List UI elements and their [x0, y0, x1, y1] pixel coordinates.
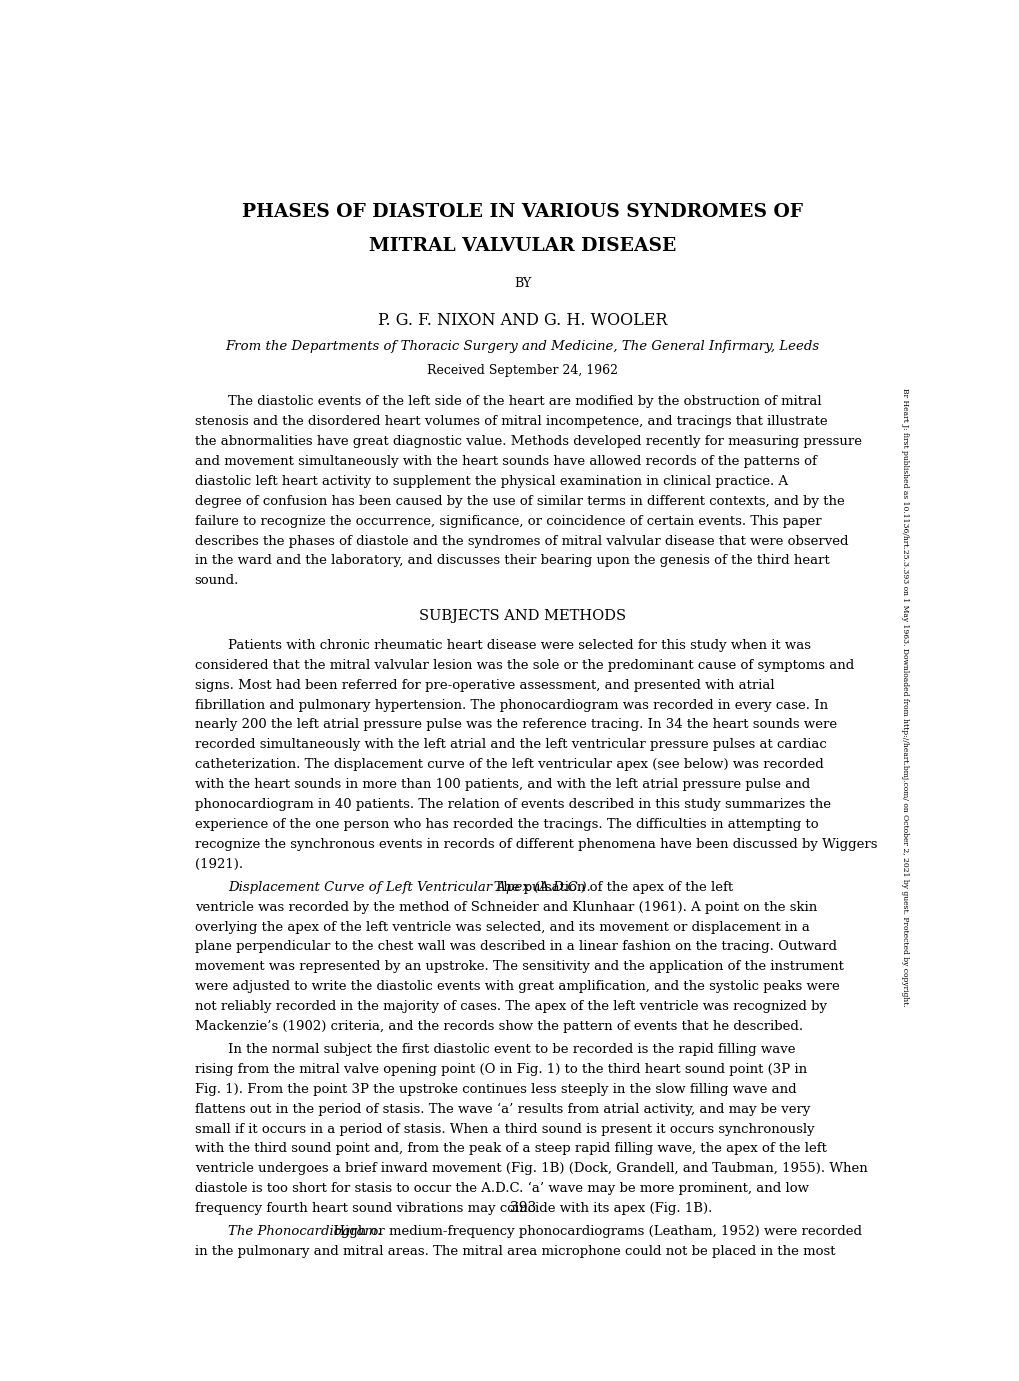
Text: ventricle undergoes a brief inward movement (Fig. 1B) (Dock, Grandell, and Taubm: ventricle undergoes a brief inward movem…	[195, 1163, 866, 1175]
Text: small if it occurs in a period of stasis. When a third sound is present it occur: small if it occurs in a period of stasis…	[195, 1123, 813, 1135]
Text: fibrillation and pulmonary hypertension. The phonocardiogram was recorded in eve: fibrillation and pulmonary hypertension.…	[195, 699, 827, 711]
Text: Received September 24, 1962: Received September 24, 1962	[427, 363, 618, 377]
Text: in the ward and the laboratory, and discusses their bearing upon the genesis of : in the ward and the laboratory, and disc…	[195, 555, 828, 568]
Text: experience of the one person who has recorded the tracings. The difficulties in : experience of the one person who has rec…	[195, 818, 817, 831]
Text: PHASES OF DIASTOLE IN VARIOUS SYNDROMES OF: PHASES OF DIASTOLE IN VARIOUS SYNDROMES …	[242, 203, 803, 221]
Text: were adjusted to write the diastolic events with great amplification, and the sy: were adjusted to write the diastolic eve…	[195, 981, 839, 993]
Text: plane perpendicular to the chest wall was described in a linear fashion on the t: plane perpendicular to the chest wall wa…	[195, 940, 836, 953]
Text: frequency fourth heart sound vibrations may coincide with its apex (Fig. 1B).: frequency fourth heart sound vibrations …	[195, 1201, 711, 1215]
Text: P. G. F. NIXON AND G. H. WOOLER: P. G. F. NIXON AND G. H. WOOLER	[378, 312, 666, 330]
Text: phonocardiogram in 40 patients. The relation of events described in this study s: phonocardiogram in 40 patients. The rela…	[195, 798, 829, 811]
Text: recorded simultaneously with the left atrial and the left ventricular pressure p: recorded simultaneously with the left at…	[195, 739, 825, 751]
Text: in the pulmonary and mitral areas. The mitral area microphone could not be place: in the pulmonary and mitral areas. The m…	[195, 1246, 835, 1258]
Text: failure to recognize the occurrence, significance, or coincidence of certain eve: failure to recognize the occurrence, sig…	[195, 515, 820, 528]
Text: recognize the synchronous events in records of different phenomena have been dis: recognize the synchronous events in reco…	[195, 838, 876, 851]
Text: (1921).: (1921).	[195, 858, 243, 870]
Text: The Phonocardiogram.: The Phonocardiogram.	[227, 1225, 381, 1239]
Text: The diastolic events of the left side of the heart are modified by the obstructi: The diastolic events of the left side of…	[227, 395, 820, 409]
Text: High or medium-frequency phonocardiograms (Leatham, 1952) were recorded: High or medium-frequency phonocardiogram…	[325, 1225, 861, 1239]
Text: In the normal subject the first diastolic event to be recorded is the rapid fill: In the normal subject the first diastoli…	[227, 1043, 795, 1056]
Text: with the third sound point and, from the peak of a steep rapid filling wave, the: with the third sound point and, from the…	[195, 1142, 825, 1156]
Text: From the Departments of Thoracic Surgery and Medicine, The General Infirmary, Le: From the Departments of Thoracic Surgery…	[225, 340, 819, 354]
Text: The pulsation of the apex of the left: The pulsation of the apex of the left	[485, 881, 732, 894]
Text: Displacement Curve of Left Ventricular Apex (A.D.C.).: Displacement Curve of Left Ventricular A…	[227, 881, 590, 894]
Text: and movement simultaneously with the heart sounds have allowed records of the pa: and movement simultaneously with the hea…	[195, 456, 816, 468]
Text: 393: 393	[510, 1201, 535, 1215]
Text: degree of confusion has been caused by the use of similar terms in different con: degree of confusion has been caused by t…	[195, 494, 844, 508]
Text: Br Heart J: first published as 10.1136/hrt.25.3.393 on 1 May 1963. Downloaded fr: Br Heart J: first published as 10.1136/h…	[900, 388, 908, 1007]
Text: with the heart sounds in more than 100 patients, and with the left atrial pressu: with the heart sounds in more than 100 p…	[195, 778, 809, 791]
Text: movement was represented by an upstroke. The sensitivity and the application of : movement was represented by an upstroke.…	[195, 960, 843, 974]
Text: rising from the mitral valve opening point (O in Fig. 1) to the third heart soun: rising from the mitral valve opening poi…	[195, 1063, 806, 1076]
Text: Patients with chronic rheumatic heart disease were selected for this study when : Patients with chronic rheumatic heart di…	[227, 639, 810, 652]
Text: considered that the mitral valvular lesion was the sole or the predominant cause: considered that the mitral valvular lesi…	[195, 659, 853, 671]
Text: SUBJECTS AND METHODS: SUBJECTS AND METHODS	[419, 609, 626, 623]
Text: not reliably recorded in the majority of cases. The apex of the left ventricle w: not reliably recorded in the majority of…	[195, 1000, 825, 1014]
Text: Mackenzie’s (1902) criteria, and the records show the pattern of events that he : Mackenzie’s (1902) criteria, and the rec…	[195, 1021, 802, 1033]
Text: overlying the apex of the left ventricle was selected, and its movement or displ: overlying the apex of the left ventricle…	[195, 921, 809, 934]
Text: signs. Most had been referred for pre-operative assessment, and presented with a: signs. Most had been referred for pre-op…	[195, 678, 773, 692]
Text: the abnormalities have great diagnostic value. Methods developed recently for me: the abnormalities have great diagnostic …	[195, 435, 861, 449]
Text: BY: BY	[514, 278, 531, 290]
Text: nearly 200 the left atrial pressure pulse was the reference tracing. In 34 the h: nearly 200 the left atrial pressure puls…	[195, 718, 836, 732]
Text: diastole is too short for stasis to occur the A.D.C. ‘a’ wave may be more promin: diastole is too short for stasis to occu…	[195, 1182, 808, 1196]
Text: describes the phases of diastole and the syndromes of mitral valvular disease th: describes the phases of diastole and the…	[195, 534, 848, 548]
Text: ventricle was recorded by the method of Schneider and Klunhaar (1961). A point o: ventricle was recorded by the method of …	[195, 900, 816, 914]
Text: sound.: sound.	[195, 574, 238, 587]
Text: diastolic left heart activity to supplement the physical examination in clinical: diastolic left heart activity to supplem…	[195, 475, 787, 487]
Text: MITRAL VALVULAR DISEASE: MITRAL VALVULAR DISEASE	[369, 238, 676, 255]
Text: Fig. 1). From the point 3P the upstroke continues less steeply in the slow filli: Fig. 1). From the point 3P the upstroke …	[195, 1083, 796, 1095]
Text: flattens out in the period of stasis. The wave ‘a’ results from atrial activity,: flattens out in the period of stasis. Th…	[195, 1102, 809, 1116]
Text: catheterization. The displacement curve of the left ventricular apex (see below): catheterization. The displacement curve …	[195, 758, 822, 771]
Text: stenosis and the disordered heart volumes of mitral incompetence, and tracings t: stenosis and the disordered heart volume…	[195, 416, 826, 428]
